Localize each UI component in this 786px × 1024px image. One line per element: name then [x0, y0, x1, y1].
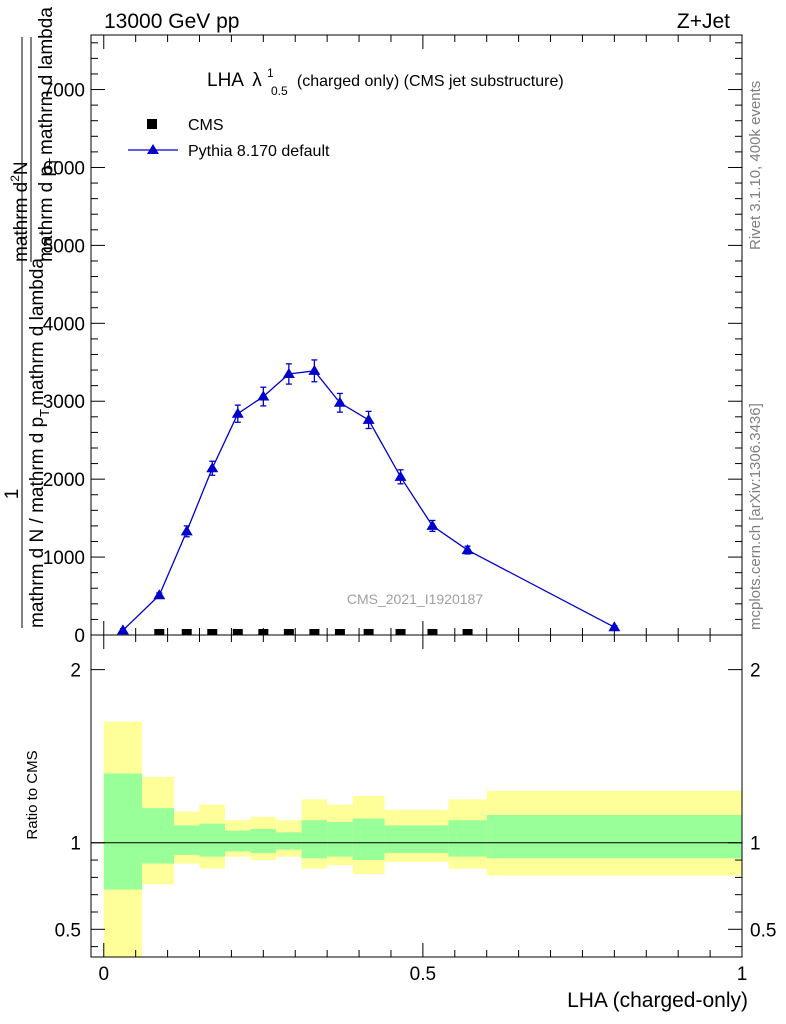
ratio-ylabel: Ratio to CMS	[24, 750, 41, 839]
data-point-pythia	[180, 525, 193, 536]
data-point-cms	[309, 629, 320, 635]
ratio-band-inner	[448, 820, 487, 857]
data-point-pythia	[206, 462, 219, 473]
data-point-cms	[363, 629, 374, 635]
legend-cms-marker	[147, 119, 157, 129]
x-tick-label: 0	[98, 964, 109, 985]
main-ylabel-frac-den: mathrm d pTmathrm d lambda	[36, 7, 61, 262]
header-right: Z+Jet	[677, 10, 730, 33]
x-tick-label: 0.5	[410, 964, 436, 985]
ratio-band-inner	[486, 815, 742, 859]
main-series	[116, 359, 621, 635]
ratio-y-tick-label-right: 0.5	[750, 920, 776, 941]
ratio-band-inner	[250, 828, 277, 854]
series-line-pythia	[122, 370, 615, 631]
data-point-cms	[154, 629, 165, 635]
ratio-band-inner	[199, 823, 226, 857]
y-tick-label: 6000	[43, 158, 85, 179]
legend-cms-label: CMS	[188, 117, 224, 134]
data-point-pythia	[282, 367, 295, 378]
ratio-y-tick-label-right: 2	[750, 661, 761, 682]
data-point-pythia	[333, 396, 346, 407]
ratio-band-inner	[173, 825, 200, 855]
main-ylabel: 1 mathrm d N / mathrm d pTmathrm d lambd…	[2, 7, 61, 628]
data-point-pythia	[461, 544, 474, 555]
data-point-cms	[462, 629, 473, 635]
svg-text:1: 1	[2, 489, 23, 500]
y-tick-label: 2000	[43, 470, 85, 491]
x-axis-label: LHA (charged-only)	[567, 989, 748, 1012]
y-tick-label: 7000	[43, 81, 85, 102]
data-point-pythia	[153, 589, 166, 600]
data-point-cms	[207, 629, 218, 635]
ratio-band-inner	[352, 818, 385, 861]
y-tick-label: 4000	[43, 314, 85, 335]
ratio-y-tick-label-right: 1	[750, 834, 761, 855]
main-ylabel-denominator: mathrm d N / mathrm d pTmathrm d lambda	[27, 258, 52, 628]
data-point-pythia	[394, 470, 407, 481]
main-ylabel-frac-num: mathrm d2N	[8, 161, 32, 262]
main-title: LHA λ 1 0.5 (charged only) (CMS jet subs…	[207, 61, 564, 100]
analysis-watermark: CMS_2021_I1920187	[347, 591, 483, 607]
mcplots-label: mcplots.cern.ch [arXiv:1306.3436]	[747, 403, 764, 630]
y-tick-label: 3000	[43, 392, 85, 413]
legend-mc-marker	[147, 144, 159, 154]
y-tick-label: 5000	[43, 236, 85, 257]
data-point-cms	[181, 629, 192, 635]
ratio-band-inner	[327, 821, 353, 857]
data-point-pythia	[362, 413, 375, 424]
ratio-band-inner	[276, 832, 302, 850]
ratio-band-inner	[416, 825, 449, 854]
y-tick-label: 0	[74, 626, 85, 647]
data-point-pythia	[608, 621, 621, 632]
ratio-band-inner	[142, 808, 174, 864]
data-point-cms	[427, 629, 438, 635]
data-point-cms	[283, 629, 294, 635]
ratio-panel	[91, 721, 742, 957]
data-point-pythia	[426, 519, 439, 530]
ratio-frame	[90, 634, 743, 958]
y-tick-label: 1000	[43, 548, 85, 569]
data-point-pythia	[116, 624, 129, 635]
ratio-band-inner	[103, 773, 143, 890]
ratio-band-inner	[301, 820, 328, 859]
rivet-label: Rivet 3.1.10, 400k events	[747, 81, 764, 250]
data-point-pythia	[308, 364, 321, 375]
data-point-cms	[258, 629, 269, 635]
ratio-band-inner	[384, 825, 417, 854]
ratio-y-tick-label: 1	[70, 834, 81, 855]
data-point-cms	[395, 629, 406, 635]
ratio-axes: 0 0.5 1 0.5 0.5 1 1 2 2	[55, 634, 776, 985]
header-left: 13000 GeV pp	[104, 10, 239, 33]
data-point-cms	[232, 629, 243, 635]
legend-mc-label: Pythia 8.170 default	[188, 143, 330, 160]
data-point-pythia	[231, 407, 244, 418]
ratio-y-tick-label: 0.5	[55, 920, 81, 941]
ratio-y-tick-label: 2	[70, 661, 81, 682]
legend: CMS Pythia 8.170 default	[128, 117, 330, 160]
data-point-pythia	[257, 390, 270, 401]
data-point-cms	[334, 629, 345, 635]
x-tick-label: 1	[737, 964, 748, 985]
ratio-band-inner	[225, 830, 251, 852]
